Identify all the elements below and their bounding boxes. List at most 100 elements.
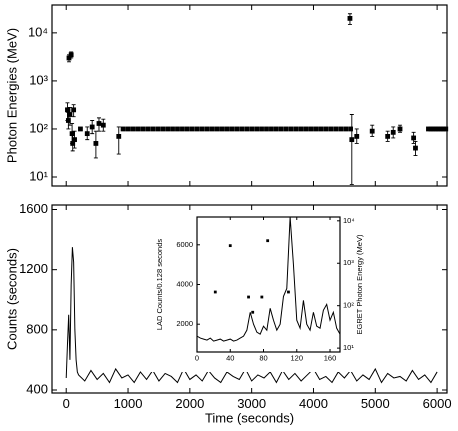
- data-point: [287, 290, 290, 294]
- data-point: [244, 126, 250, 132]
- data-point: [349, 137, 355, 143]
- data-point: [160, 126, 166, 132]
- data-point: [390, 129, 396, 135]
- data-point: [130, 126, 136, 132]
- panel: 10¹ 10² 10³ 10⁴ Photon Energies (MeV): [4, 4, 449, 187]
- x-tick-label: 6000: [423, 396, 452, 411]
- error-bar: [349, 114, 354, 185]
- data-point: [175, 126, 180, 132]
- data-point: [298, 126, 304, 132]
- data-point: [323, 126, 329, 132]
- x-axis-title: Time (seconds): [205, 410, 294, 425]
- y-tick-label: 1600: [19, 201, 48, 216]
- plot-frame: [51, 4, 448, 187]
- data-point: [100, 122, 106, 128]
- data-point: [343, 126, 349, 132]
- data-point: [170, 126, 175, 132]
- data-point: [228, 244, 232, 248]
- y-tick-label: 400: [26, 381, 48, 396]
- data-point: [348, 126, 353, 132]
- data-point: [426, 126, 431, 132]
- data-point: [93, 141, 99, 146]
- data-point: [264, 126, 269, 132]
- data-point: [269, 126, 274, 132]
- data-point: [194, 126, 200, 132]
- data-point: [224, 126, 230, 132]
- data-point: [204, 126, 210, 132]
- y-tick-label: 4000: [176, 279, 193, 288]
- data-point: [96, 121, 102, 126]
- x-tick-label: 0: [195, 354, 199, 363]
- data-point: [68, 52, 74, 58]
- x-tick-label: 1000: [114, 396, 143, 411]
- data-point: [125, 126, 131, 132]
- y-tick-label: 10⁴: [28, 24, 48, 39]
- inset-background: [150, 212, 365, 372]
- data-point: [78, 126, 83, 132]
- data-point: [251, 310, 255, 314]
- y-tick-label: 10³: [29, 72, 48, 87]
- data-point: [214, 126, 220, 132]
- y-tick-label: 6000: [176, 240, 193, 249]
- x-tick-label: 0: [63, 396, 70, 411]
- data-point: [155, 126, 161, 132]
- y2-tick-label: 10⁴: [343, 216, 355, 225]
- panel: 0 40 80 120 160 2000 4000 6000 10¹ 10² 10³ 10⁴ LAD C…: [150, 212, 365, 372]
- data-point: [219, 126, 225, 132]
- y-axis-title: Photon Energies (MeV): [4, 28, 19, 163]
- y2-axis-title: EGRET Photon Energy (MeV): [355, 234, 364, 334]
- data-point: [411, 135, 417, 141]
- data-point: [385, 134, 391, 139]
- y-tick-label: 2000: [176, 319, 193, 328]
- data-point: [180, 126, 185, 132]
- x-tick-label: 4000: [299, 396, 328, 411]
- data-point: [308, 126, 314, 132]
- data-point: [70, 141, 76, 146]
- data-point: [72, 137, 77, 143]
- data-line: [196, 216, 341, 342]
- data-point: [303, 126, 309, 132]
- x-tick-label: 40: [226, 354, 234, 363]
- x-tick-label: 120: [291, 354, 304, 363]
- data-point: [431, 126, 436, 132]
- data-point: [135, 126, 141, 132]
- data-point: [239, 126, 245, 132]
- data-point: [67, 112, 73, 117]
- data-point: [229, 126, 235, 132]
- x-tick-label: 3000: [237, 396, 266, 411]
- error-bar: [116, 126, 121, 155]
- data-point: [213, 290, 217, 294]
- data-point: [435, 126, 441, 132]
- data-point: [440, 126, 446, 132]
- data-point: [278, 126, 284, 132]
- data-point: [433, 126, 439, 132]
- data-point: [266, 239, 270, 243]
- data-point: [234, 126, 240, 132]
- data-point: [150, 126, 156, 132]
- data-point: [369, 128, 375, 134]
- data-point: [259, 126, 264, 132]
- data-point: [209, 126, 215, 132]
- data-point: [443, 126, 449, 132]
- x-tick-label: 80: [259, 354, 267, 363]
- data-point: [120, 126, 126, 132]
- data-point: [69, 131, 75, 137]
- data-point: [260, 295, 264, 299]
- data-point: [249, 126, 255, 132]
- data-point: [189, 126, 195, 132]
- data-point: [338, 126, 344, 132]
- data-point: [71, 107, 77, 113]
- data-point: [199, 126, 205, 132]
- y-tick-label: 1200: [19, 261, 48, 276]
- data-point: [273, 126, 279, 132]
- data-point: [354, 134, 360, 139]
- data-point: [288, 126, 294, 132]
- y-tick-label: 10²: [29, 120, 48, 135]
- data-point: [65, 118, 71, 123]
- data-point: [254, 126, 260, 132]
- data-point: [347, 15, 353, 21]
- data-point: [145, 126, 151, 132]
- x-tick-label: 5000: [361, 396, 390, 411]
- y-tick-label: 800: [26, 321, 48, 336]
